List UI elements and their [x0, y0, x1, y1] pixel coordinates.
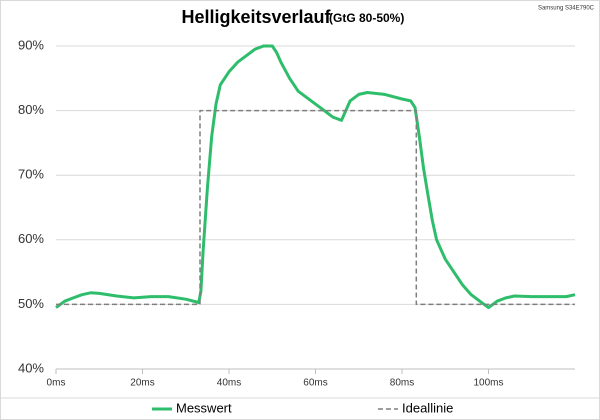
series-line — [56, 109, 575, 306]
y-tick-label: 80% — [18, 102, 44, 117]
chart-title: Helligkeitsverlauf — [181, 7, 331, 27]
legend-label: Ideallinie — [402, 400, 453, 415]
x-tick-label: 20ms — [130, 378, 154, 389]
y-tick-label: 40% — [18, 360, 44, 375]
chart-subtitle: (GtG 80-50%) — [329, 11, 404, 25]
x-tick-label: 80ms — [390, 378, 414, 389]
legend-label: Messwert — [176, 400, 232, 415]
y-tick-label: 50% — [18, 296, 44, 311]
series-line — [55, 44, 576, 310]
y-tick-label: 60% — [18, 231, 44, 246]
y-tick-label: 90% — [18, 37, 44, 52]
x-tick-label: 0ms — [47, 378, 66, 389]
annotation: Samsung S34E790C — [538, 6, 595, 12]
x-tick-label: 40ms — [217, 378, 241, 389]
x-tick-label: 100ms — [473, 378, 503, 389]
x-tick-label: 60ms — [303, 378, 327, 389]
y-tick-label: 70% — [18, 167, 44, 182]
